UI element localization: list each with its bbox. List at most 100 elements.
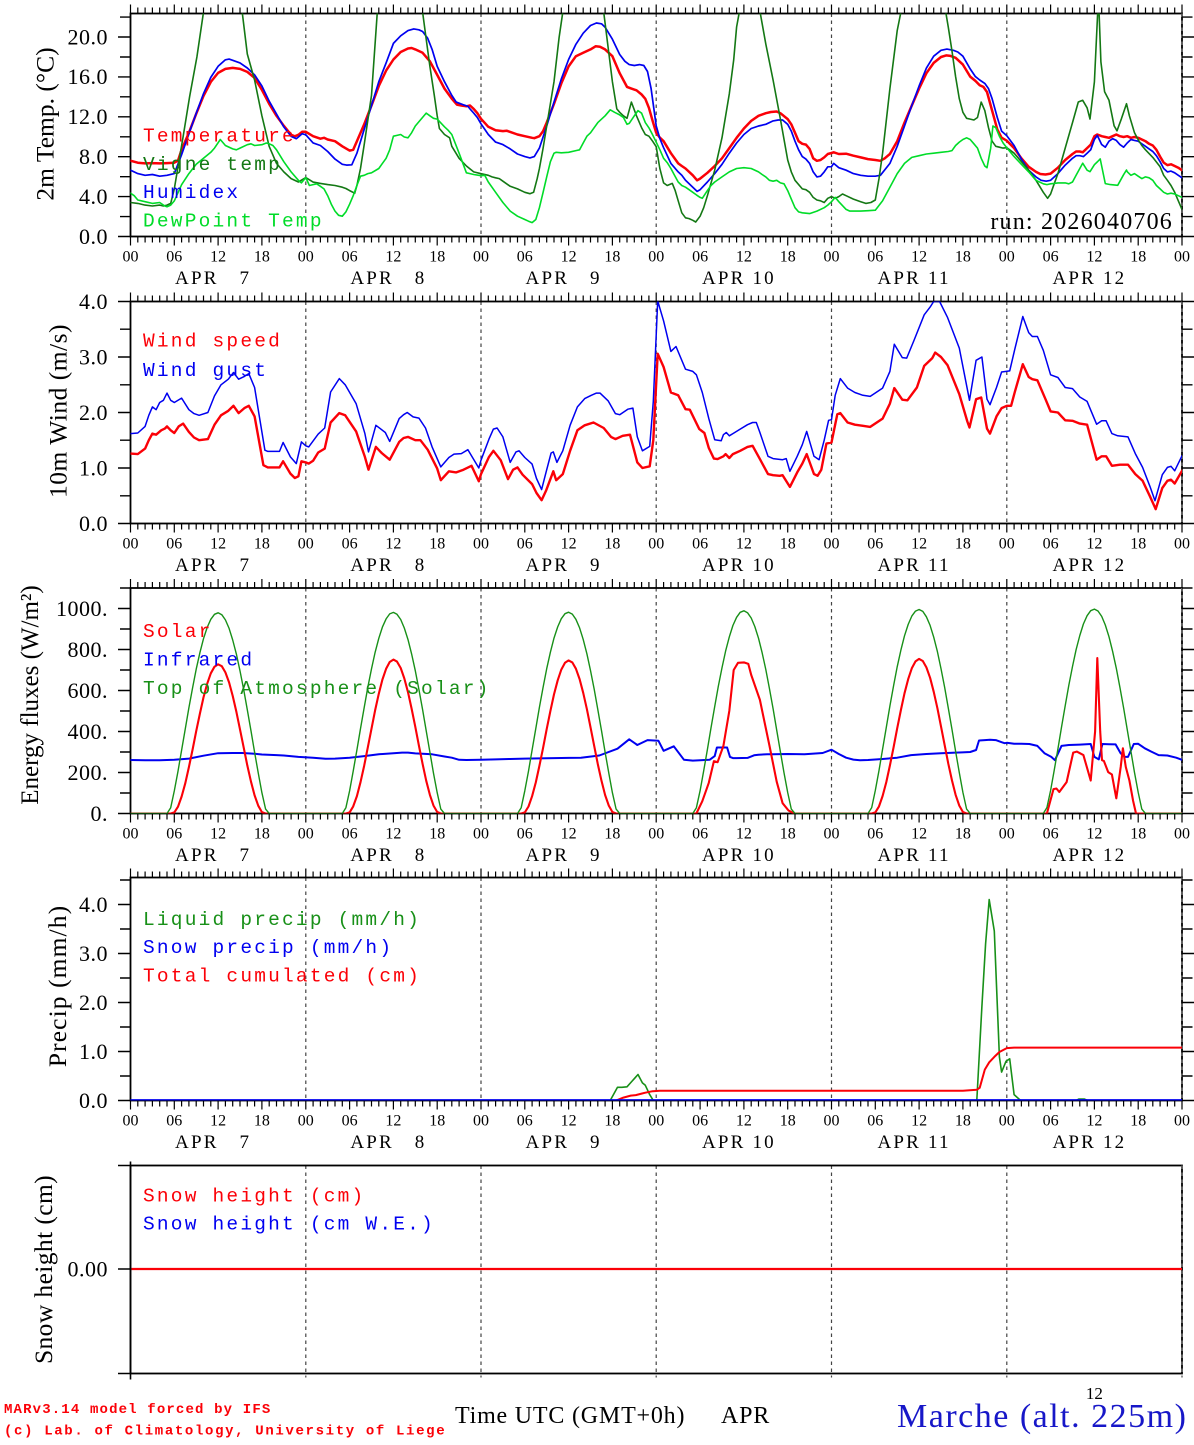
svg-text:06: 06 — [692, 248, 708, 265]
svg-text:2.0: 2.0 — [79, 990, 108, 1015]
svg-text:12: 12 — [1086, 248, 1102, 265]
svg-text:12: 12 — [210, 1113, 226, 1130]
svg-text:8.0: 8.0 — [79, 144, 108, 169]
svg-text:00: 00 — [1174, 1113, 1190, 1130]
svg-text:12: 12 — [736, 826, 752, 843]
svg-text:Snow height (cm): Snow height (cm) — [29, 1175, 58, 1364]
svg-text:00: 00 — [999, 535, 1015, 552]
svg-text:06: 06 — [1043, 826, 1059, 843]
svg-text:00: 00 — [298, 1113, 314, 1130]
svg-text:12: 12 — [561, 826, 577, 843]
svg-text:3.0: 3.0 — [79, 344, 108, 369]
svg-text:0.0: 0.0 — [79, 1088, 108, 1113]
svg-text:18: 18 — [429, 1113, 445, 1130]
svg-text:Liquid precip (mm/h): Liquid precip (mm/h) — [143, 909, 421, 931]
svg-text:18: 18 — [955, 535, 971, 552]
svg-text:APR 11: APR 11 — [877, 268, 950, 289]
svg-text:12: 12 — [736, 1113, 752, 1130]
svg-text:1000.: 1000. — [56, 596, 108, 621]
svg-text:APR 8: APR 8 — [350, 268, 426, 289]
svg-text:18: 18 — [254, 826, 270, 843]
svg-text:06: 06 — [517, 535, 533, 552]
svg-text:00: 00 — [648, 1113, 664, 1130]
svg-text:APR 12: APR 12 — [1052, 555, 1126, 576]
svg-text:00: 00 — [1174, 535, 1190, 552]
svg-text:06: 06 — [517, 1113, 533, 1130]
svg-text:Snow height (cm W.E.): Snow height (cm W.E.) — [143, 1213, 435, 1235]
svg-text:00: 00 — [473, 1113, 489, 1130]
svg-text:12: 12 — [561, 1113, 577, 1130]
svg-text:00: 00 — [824, 826, 840, 843]
svg-text:4.0: 4.0 — [79, 289, 108, 314]
svg-text:00: 00 — [298, 826, 314, 843]
svg-text:12: 12 — [911, 535, 927, 552]
svg-text:00: 00 — [648, 826, 664, 843]
svg-text:12: 12 — [385, 1113, 401, 1130]
svg-text:Solar: Solar — [143, 621, 213, 643]
svg-text:APR 7: APR 7 — [175, 845, 251, 866]
svg-text:APR 10: APR 10 — [702, 845, 776, 866]
svg-text:APR 8: APR 8 — [350, 555, 426, 576]
svg-text:18: 18 — [780, 248, 796, 265]
svg-text:Wind gust: Wind gust — [143, 360, 268, 382]
svg-text:06: 06 — [342, 1113, 358, 1130]
svg-text:00: 00 — [123, 535, 139, 552]
svg-text:06: 06 — [692, 1113, 708, 1130]
svg-text:00: 00 — [648, 535, 664, 552]
svg-text:APR 12: APR 12 — [1052, 268, 1126, 289]
svg-text:06: 06 — [867, 1113, 883, 1130]
svg-text:12: 12 — [1086, 1384, 1103, 1403]
svg-text:12: 12 — [385, 248, 401, 265]
svg-text:2m Temp. (°C): 2m Temp. (°C) — [31, 47, 60, 200]
svg-text:600.: 600. — [68, 678, 109, 703]
svg-text:00: 00 — [824, 1113, 840, 1130]
svg-text:12: 12 — [210, 826, 226, 843]
svg-text:06: 06 — [517, 248, 533, 265]
svg-text:06: 06 — [517, 826, 533, 843]
svg-text:12: 12 — [1086, 535, 1102, 552]
svg-text:(c) Lab. of Climatology, Unive: (c) Lab. of Climatology, University of L… — [4, 1424, 446, 1440]
svg-text:18: 18 — [780, 535, 796, 552]
svg-text:12: 12 — [210, 248, 226, 265]
svg-text:06: 06 — [867, 535, 883, 552]
svg-text:12: 12 — [1086, 1113, 1102, 1130]
svg-text:00: 00 — [298, 535, 314, 552]
svg-text:18: 18 — [429, 248, 445, 265]
svg-text:Humidex: Humidex — [143, 182, 240, 204]
svg-text:06: 06 — [867, 826, 883, 843]
svg-text:1.0: 1.0 — [79, 455, 108, 480]
svg-text:Energy fluxes (W/m²): Energy fluxes (W/m²) — [17, 585, 44, 804]
svg-text:00: 00 — [123, 248, 139, 265]
svg-text:18: 18 — [1130, 826, 1146, 843]
svg-text:18: 18 — [429, 535, 445, 552]
svg-text:12.0: 12.0 — [68, 104, 109, 129]
svg-text:200.: 200. — [68, 760, 109, 785]
svg-text:Vigne temp: Vigne temp — [143, 154, 282, 176]
svg-text:APR 10: APR 10 — [702, 268, 776, 289]
svg-text:18: 18 — [254, 248, 270, 265]
svg-text:06: 06 — [1043, 1113, 1059, 1130]
svg-text:18: 18 — [604, 248, 620, 265]
svg-text:18: 18 — [955, 826, 971, 843]
svg-text:Snow height (cm): Snow height (cm) — [143, 1185, 365, 1207]
svg-text:APR 7: APR 7 — [175, 1132, 251, 1153]
svg-text:00: 00 — [473, 826, 489, 843]
svg-text:Total cumulated (cm): Total cumulated (cm) — [143, 966, 421, 988]
svg-text:18: 18 — [1130, 1113, 1146, 1130]
svg-text:12: 12 — [561, 248, 577, 265]
svg-text:00: 00 — [123, 826, 139, 843]
svg-text:800.: 800. — [68, 637, 109, 662]
svg-text:18: 18 — [604, 1113, 620, 1130]
svg-text:Marche (alt. 225m): Marche (alt. 225m) — [897, 1398, 1187, 1435]
svg-text:06: 06 — [166, 248, 182, 265]
svg-text:APR 8: APR 8 — [350, 1132, 426, 1153]
svg-text:0.00: 0.00 — [68, 1256, 109, 1281]
svg-text:Wind speed: Wind speed — [143, 331, 282, 353]
svg-text:18: 18 — [254, 1113, 270, 1130]
svg-text:APR 12: APR 12 — [1052, 845, 1126, 866]
svg-text:Precip (mm/h): Precip (mm/h) — [43, 905, 72, 1067]
svg-text:MARv3.14 model forced by IFS: MARv3.14 model forced by IFS — [4, 1402, 271, 1418]
svg-text:Snow precip (mm/h): Snow precip (mm/h) — [143, 937, 393, 959]
svg-text:APR 11: APR 11 — [877, 845, 950, 866]
svg-text:06: 06 — [1043, 248, 1059, 265]
